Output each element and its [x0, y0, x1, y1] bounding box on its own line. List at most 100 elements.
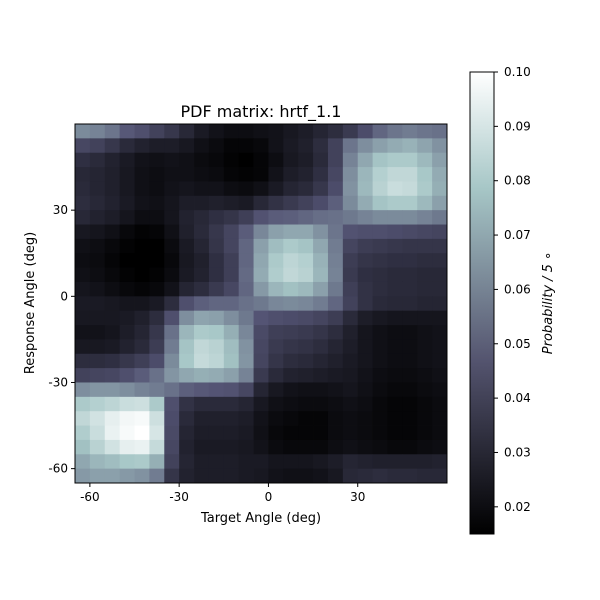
heatmap-cell — [149, 124, 165, 139]
heatmap-cell — [253, 267, 269, 283]
heatmap-cell — [342, 339, 359, 355]
heatmap-cell — [89, 468, 106, 484]
heatmap-cell — [223, 253, 240, 268]
heatmap-cell — [402, 281, 418, 297]
colorbar-tick-label: 0.03 — [504, 445, 531, 459]
heatmap-cell — [417, 195, 433, 211]
heatmap-cell — [342, 310, 359, 326]
heatmap-cell — [179, 310, 195, 326]
heatmap-cell — [372, 425, 388, 441]
heatmap-cell — [238, 238, 254, 254]
heatmap-cell — [119, 138, 135, 154]
heatmap-cell — [149, 296, 165, 312]
heatmap-cell — [387, 454, 403, 470]
heatmap-cell — [327, 339, 344, 355]
heatmap-cell — [298, 382, 314, 398]
heatmap-cell — [402, 353, 418, 369]
heatmap-cell — [253, 411, 269, 426]
heatmap-cells — [75, 124, 448, 484]
heatmap-cell — [149, 353, 165, 369]
heatmap-cell — [149, 396, 165, 412]
heatmap-cell — [268, 339, 284, 355]
heatmap-cell — [149, 325, 165, 340]
heatmap-cell — [119, 152, 135, 168]
heatmap-cell — [357, 454, 373, 470]
heatmap-cell — [432, 253, 448, 268]
heatmap-cell — [327, 138, 344, 154]
heatmap-cell — [208, 454, 225, 470]
heatmap-cell — [253, 167, 269, 182]
heatmap-cell — [387, 167, 403, 182]
heatmap-cell — [164, 267, 180, 283]
heatmap-cell — [432, 238, 448, 254]
heatmap-cell — [402, 138, 418, 154]
heatmap-cell — [134, 253, 150, 268]
heatmap-cell — [149, 224, 165, 240]
heatmap-cell — [298, 353, 314, 369]
heatmap-cell — [372, 310, 388, 326]
heatmap-cell — [119, 224, 135, 240]
heatmap-cell — [75, 411, 91, 426]
heatmap-cell — [313, 267, 329, 283]
heatmap-cell — [283, 124, 299, 139]
heatmap-cell — [164, 310, 180, 326]
heatmap-cell — [238, 368, 254, 383]
heatmap-cell — [387, 382, 403, 398]
heatmap-cell — [357, 281, 373, 297]
heatmap-cell — [268, 439, 284, 455]
heatmap-cell — [432, 210, 448, 225]
heatmap-cell — [134, 281, 150, 297]
heatmap-cell — [194, 296, 210, 312]
colorbar-tick-label: 0.07 — [504, 228, 531, 242]
heatmap-cell — [432, 224, 448, 240]
x-axis-label: Target Angle (deg) — [200, 511, 321, 526]
heatmap-cell — [104, 253, 121, 268]
heatmap-cell — [208, 152, 225, 168]
heatmap-cell — [223, 267, 240, 283]
heatmap-cell — [104, 454, 121, 470]
heatmap-cell — [194, 425, 210, 441]
heatmap-cell — [238, 411, 254, 426]
heatmap-cell — [268, 296, 284, 312]
heatmap-cell — [298, 396, 314, 412]
heatmap-cell — [194, 238, 210, 254]
heatmap-cell — [432, 124, 448, 139]
heatmap-cell — [298, 325, 314, 340]
heatmap-cell — [253, 353, 269, 369]
heatmap-cell — [238, 396, 254, 412]
heatmap-cell — [357, 439, 373, 455]
heatmap-cell — [387, 253, 403, 268]
heatmap-cell — [402, 238, 418, 254]
heatmap-cell — [372, 353, 388, 369]
heatmap-cell — [298, 411, 314, 426]
heatmap-cell — [119, 238, 135, 254]
heatmap-cell — [134, 411, 150, 426]
heatmap-cell — [223, 238, 240, 254]
heatmap-cell — [149, 138, 165, 154]
heatmap-cell — [402, 253, 418, 268]
heatmap-cell — [208, 195, 225, 211]
heatmap-cell — [223, 353, 240, 369]
heatmap-cell — [253, 124, 269, 139]
heatmap-cell — [208, 396, 225, 412]
heatmap-cell — [134, 310, 150, 326]
heatmap-cell — [372, 224, 388, 240]
heatmap-cell — [357, 382, 373, 398]
heatmap-cell — [253, 425, 269, 441]
heatmap-cell — [104, 238, 121, 254]
heatmap-cell — [298, 195, 314, 211]
heatmap-cell — [417, 224, 433, 240]
heatmap-cell — [417, 425, 433, 441]
heatmap-cell — [342, 210, 359, 225]
heatmap-cell — [75, 210, 91, 225]
heatmap-cell — [357, 353, 373, 369]
heatmap-cell — [387, 124, 403, 139]
heatmap-cell — [89, 396, 106, 412]
heatmap-cell — [149, 253, 165, 268]
heatmap-cell — [402, 454, 418, 470]
heatmap-cell — [194, 124, 210, 139]
heatmap-cell — [208, 210, 225, 225]
heatmap-cell — [283, 310, 299, 326]
heatmap-cell — [372, 296, 388, 312]
heatmap-cell — [223, 181, 240, 197]
